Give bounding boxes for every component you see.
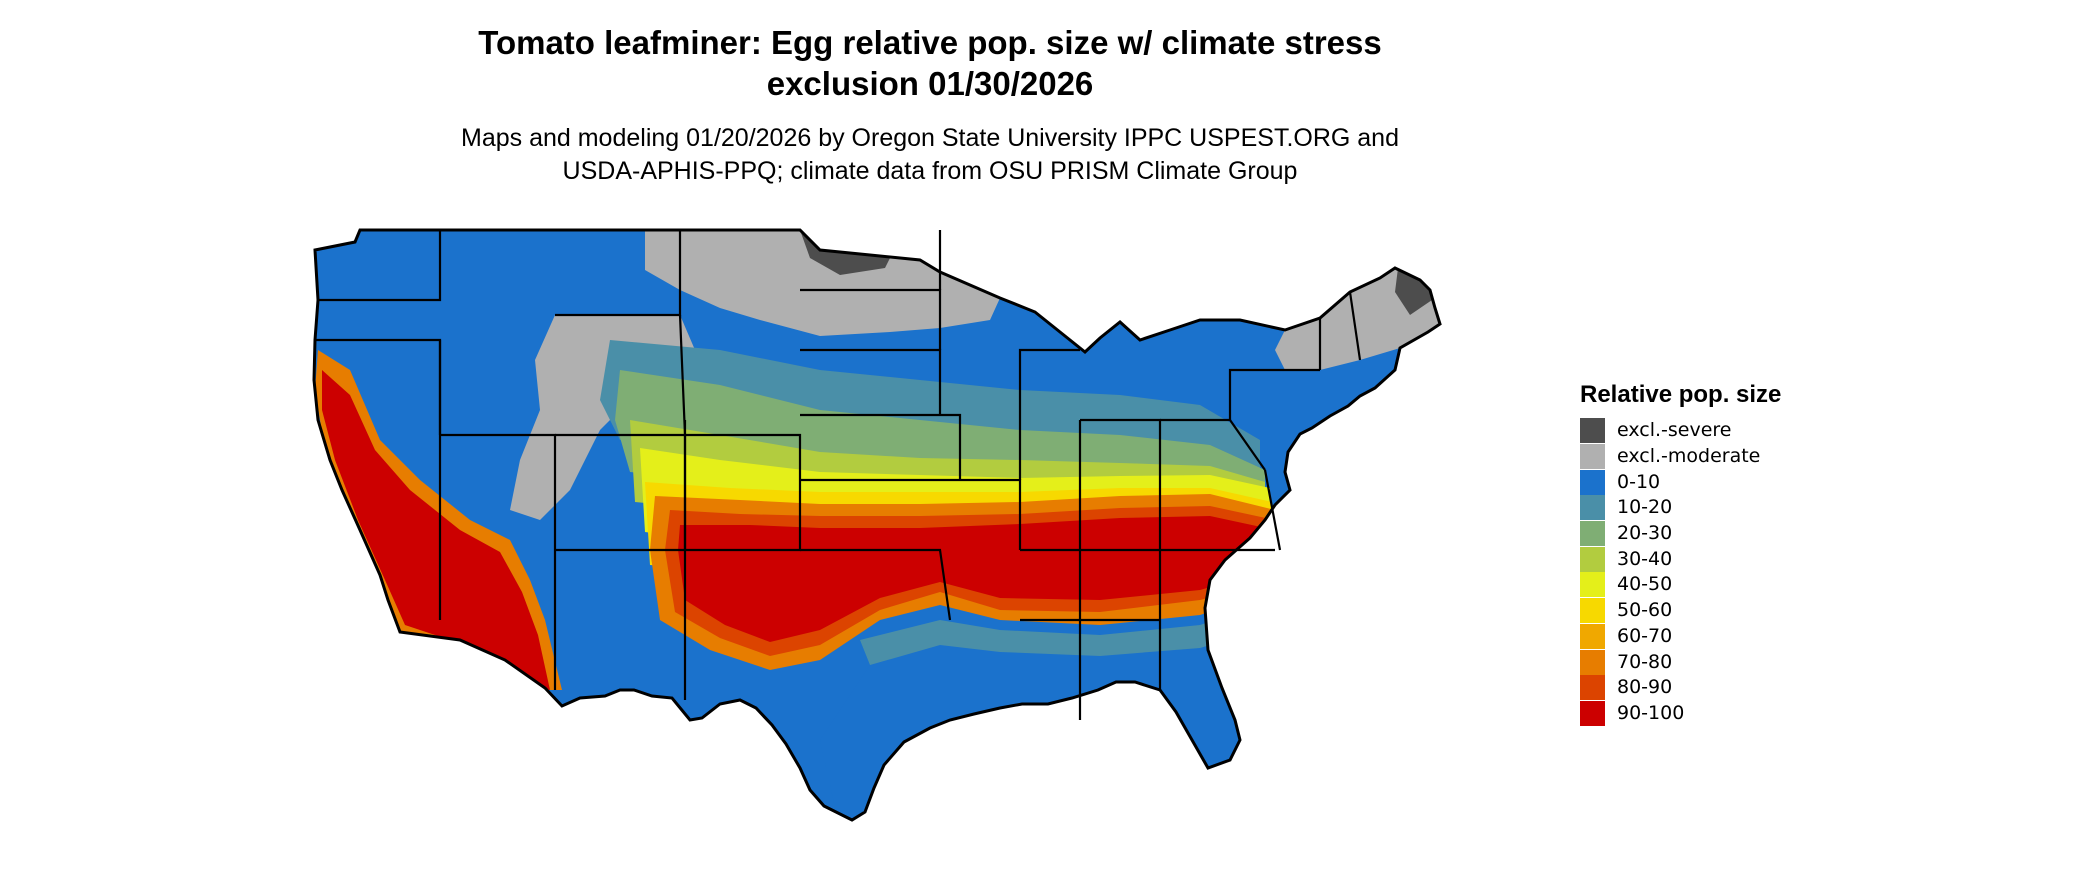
map-title-line-1: Tomato leafminer: Egg relative pop. size… [478,24,1382,61]
us-risk-map [312,228,1442,822]
legend-item: 70-80 [1580,649,1910,675]
map-title-line-2: exclusion 01/30/2026 [766,65,1094,102]
legend-item: 0-10 [1580,469,1910,495]
state-borders [315,230,1362,720]
legend-swatch [1580,623,1605,649]
legend-item: 20-30 [1580,521,1910,547]
legend-label: 30-40 [1617,547,1673,570]
legend-label: excl.-moderate [1617,445,1761,468]
legend-item: excl.-severe [1580,418,1910,444]
legend-label: 20-30 [1617,522,1673,545]
risk-zones [314,230,1440,820]
zone-90-100 [678,516,1275,642]
legend-swatch [1580,495,1605,521]
legend-label: 50-60 [1617,599,1673,622]
legend-item: excl.-moderate [1580,444,1910,470]
legend-item: 50-60 [1580,598,1910,624]
legend-swatch [1580,469,1605,495]
legend-item: 60-70 [1580,623,1910,650]
legend-label: 60-70 [1617,624,1673,647]
legend-swatch [1580,418,1605,444]
legend-title: Relative pop. size [1580,381,1782,408]
legend-label: 10-20 [1617,496,1673,519]
legend-swatch [1580,675,1605,701]
zone-90-100-west [322,370,550,690]
map-title: Tomato leafminer: Egg relative pop. size… [0,22,1860,104]
legend-items: excl.-severe excl.-moderate 0-10 10-20 20-30… [1580,418,1910,726]
legend-label: 40-50 [1617,573,1673,596]
legend-item: 40-50 [1580,572,1910,598]
legend-item: 80-90 [1580,675,1910,701]
legend-swatch [1580,598,1605,624]
legend-swatch [1580,572,1605,598]
map-legend: Relative pop. size excl.-severe excl.-mod… [1580,380,1910,726]
map-subtitle-line-2: USDA-APHIS-PPQ; climate data from OSU PR… [562,157,1298,185]
legend-item: 30-40 [1580,546,1910,572]
legend-item: 90-100 [1580,700,1910,727]
legend-swatch [1580,649,1605,675]
zone-0-10-gulf [820,630,1290,820]
legend-swatch [1580,700,1605,726]
legend-item: 10-20 [1580,495,1910,521]
legend-swatch [1580,444,1605,470]
legend-swatch [1580,521,1605,547]
legend-label: 90-100 [1617,701,1685,724]
map-subtitle-line-1: Maps and modeling 01/20/2026 by Oregon S… [461,124,1399,152]
legend-label: excl.-severe [1617,419,1732,442]
legend-label: 70-80 [1617,650,1673,673]
map-subtitle: Maps and modeling 01/20/2026 by Oregon S… [0,122,1860,188]
legend-label: 0-10 [1617,470,1661,493]
legend-swatch [1580,546,1605,572]
legend-label: 80-90 [1617,676,1673,699]
